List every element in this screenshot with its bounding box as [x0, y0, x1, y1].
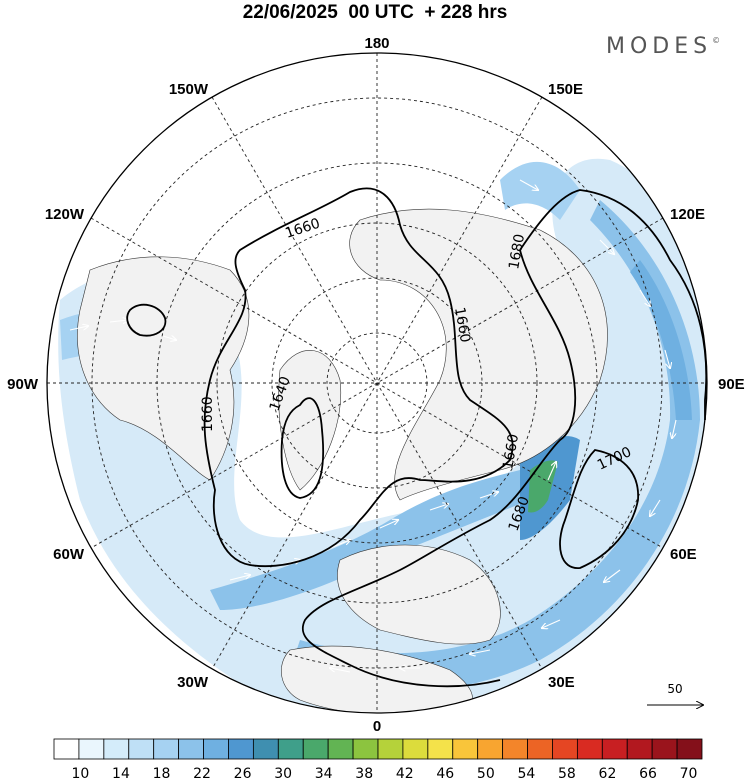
colorbar-swatch [78, 738, 105, 760]
colorbar-swatch [676, 738, 703, 760]
contour-labels: 1660 1680 1660 1640 1660 1660 1680 1700 [200, 216, 634, 534]
graticule [47, 53, 707, 713]
wind-vectors [69, 179, 677, 673]
colorbar-swatch [302, 738, 329, 760]
colorbar-swatch [651, 738, 678, 760]
colorbar-swatch [103, 738, 130, 760]
colorbar: 10 14 18 22 26 30 34 38 42 46 50 54 58 62 66 70 [53, 738, 703, 782]
colorbar-tick-label: 34 [315, 766, 333, 782]
colorbar-tick-label: 38 [355, 766, 373, 782]
contour-1680-south [302, 249, 577, 688]
brand-logo: MODES© [606, 34, 720, 59]
colorbar-tick-label: 30 [274, 766, 292, 782]
colorbar-swatch [601, 738, 628, 760]
colorbar-swatch [352, 738, 379, 760]
meridian-label-120e: 120E [670, 206, 705, 223]
height-contours [126, 187, 708, 688]
colorbar-tick-label: 26 [234, 766, 252, 782]
reference-vector-label: 50 [667, 682, 682, 696]
colorbar-tick-label: 22 [193, 766, 211, 782]
brand-name: MODES [606, 34, 713, 59]
colorbar-swatch [502, 738, 528, 760]
meridian-label-150e: 150E [548, 81, 583, 98]
contour-label: 1660 [200, 396, 216, 432]
europe-land [337, 544, 501, 645]
colorbar-tick-label: 42 [396, 766, 414, 782]
colorbar-swatch [252, 738, 279, 760]
meridian-label-30e: 30E [548, 674, 575, 691]
meridian-label-30w: 30W [177, 674, 209, 691]
colorbar-tick-label: 66 [639, 766, 657, 782]
meridian-label-150w: 150W [169, 81, 209, 98]
globe-outline [46, 52, 708, 714]
contour-1640-loop [280, 397, 325, 499]
colorbar-tick-label: 70 [680, 766, 698, 782]
colorbar-swatch [477, 738, 504, 760]
colorbar-swatch [377, 738, 404, 760]
reference-vector: 50 [647, 682, 703, 705]
colorbar-swatch [53, 738, 80, 760]
colorbar-swatch [327, 738, 354, 760]
colorbar-swatch [277, 738, 304, 760]
meridian-label-0: 0 [373, 718, 381, 735]
north-africa-land [281, 645, 473, 713]
meridian-label-90e: 90E [718, 376, 745, 393]
colorbar-tick-label: 46 [436, 766, 454, 782]
colorbar-tick-label: 18 [153, 766, 171, 782]
contour-label: 1660 [500, 433, 522, 471]
contour-pacific-loop [126, 303, 167, 337]
colorbar-swatch [427, 738, 454, 760]
colorbar-tick-label: 10 [72, 766, 90, 782]
colorbar-swatch [402, 738, 429, 760]
colorbar-swatch [552, 738, 578, 760]
copyright-mark: © [712, 36, 721, 45]
colorbar-swatch [153, 738, 180, 760]
jet-band-medium [290, 200, 700, 692]
meridian-labels: 180 0 90W 90E 150W 120W 150E 120E 60W 30… [7, 35, 745, 735]
colorbar-swatch [228, 738, 254, 760]
asia-land [349, 208, 608, 501]
colorbar-swatch [203, 738, 229, 760]
colorbar-tick-label: 50 [477, 766, 495, 782]
colorbar-swatch [178, 738, 204, 760]
north-america-land [77, 256, 250, 481]
colorbar-swatch [626, 738, 653, 760]
colorbar-tick-label: 14 [112, 766, 130, 782]
contour-1680-east [519, 189, 708, 420]
colorbar-swatch [527, 738, 553, 760]
meridian-label-180: 180 [364, 35, 389, 52]
meridian-label-90w: 90W [7, 376, 39, 393]
jet-band-light [58, 158, 707, 713]
meridian-label-120w: 120W [45, 206, 85, 223]
contour-1700-loop [559, 449, 639, 569]
colorbar-swatch [452, 738, 479, 760]
contour-1660-loop [203, 187, 514, 568]
colorbar-tick-label: 62 [599, 766, 617, 782]
contour-label: 1680 [506, 233, 528, 271]
jet-core-east [630, 260, 692, 420]
contour-label: 1660 [451, 306, 473, 344]
meridian-label-60e: 60E [670, 546, 697, 563]
map-title: 22/06/2025 00 UTC + 228 hrs [242, 2, 508, 23]
colorbar-swatch [128, 738, 155, 760]
meridian-label-60w: 60W [53, 546, 85, 563]
colorbar-tick-label: 58 [558, 766, 576, 782]
colorbar-tick-label: 54 [517, 766, 535, 782]
colorbar-swatch [576, 738, 603, 760]
wind-speed-shading [58, 158, 707, 713]
